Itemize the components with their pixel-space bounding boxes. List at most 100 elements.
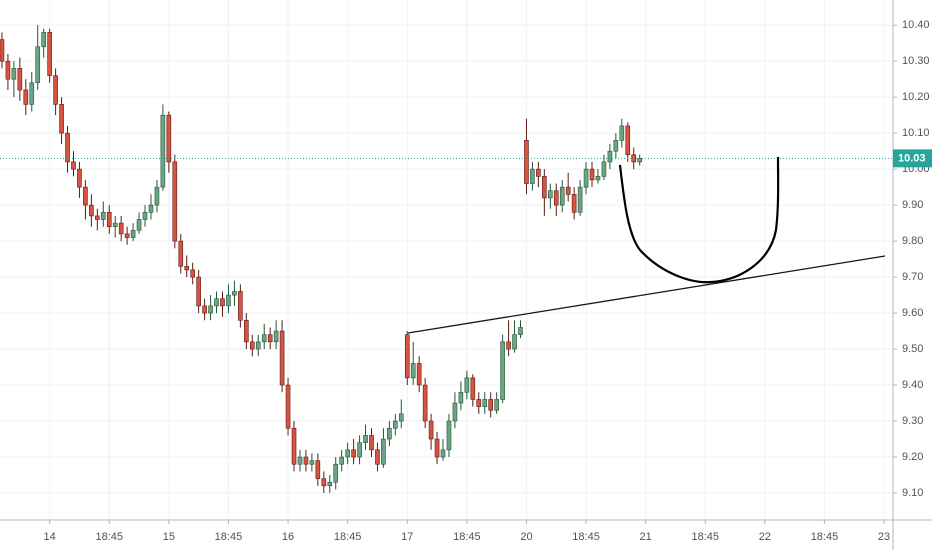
- candle-body: [226, 294, 231, 307]
- candle-body: [232, 291, 237, 296]
- candle-body: [202, 305, 207, 314]
- candle-body: [106, 212, 112, 228]
- candle-body: [315, 460, 321, 479]
- candle-body: [536, 168, 541, 177]
- candle-body: [208, 305, 213, 314]
- grid: [0, 0, 893, 520]
- y-tick-label: 9.70: [902, 271, 923, 283]
- candle-body: [339, 456, 344, 465]
- candle-body: [130, 230, 136, 238]
- candle-body: [136, 219, 142, 231]
- candle-body: [565, 186, 571, 195]
- candle-body: [607, 150, 613, 163]
- candle-body: [29, 82, 35, 105]
- y-tick-label: 10.40: [902, 19, 930, 31]
- candle-body: [267, 334, 273, 343]
- candle-body: [285, 384, 291, 429]
- candle-body: [458, 391, 464, 404]
- candle-body: [434, 438, 440, 458]
- candle-body: [303, 456, 309, 465]
- x-tick-label: 15: [163, 531, 175, 543]
- y-tick-label: 10.10: [902, 127, 930, 139]
- candle-body: [178, 240, 184, 267]
- y-tick-label: 10.20: [902, 91, 930, 103]
- candle-body: [464, 377, 470, 393]
- candle-body: [100, 212, 106, 220]
- candle-body: [410, 363, 416, 379]
- candles: [0, 25, 893, 494]
- candle-body: [583, 168, 589, 188]
- candle-body: [363, 435, 368, 443]
- candle-body: [387, 427, 392, 440]
- candle-body: [112, 222, 118, 228]
- y-tick-label: 9.10: [902, 487, 923, 499]
- candle-body: [589, 168, 595, 181]
- candle-body: [446, 420, 452, 451]
- candle-body: [601, 161, 607, 177]
- candle-body: [142, 212, 148, 220]
- x-tick-label: 22: [759, 531, 771, 543]
- candle-body: [83, 186, 88, 206]
- candle-body: [321, 478, 327, 487]
- candle-body: [398, 413, 404, 422]
- candle-body: [11, 68, 17, 80]
- candle-body: [238, 291, 243, 321]
- candle-body: [482, 399, 488, 407]
- candle-body: [494, 399, 499, 411]
- candle-body: [476, 399, 482, 407]
- candle-body: [422, 384, 428, 422]
- y-tick-label: 9.30: [902, 415, 923, 427]
- candle-body: [637, 158, 642, 163]
- candle-body: [333, 463, 339, 483]
- x-tick-label: 23: [878, 531, 890, 543]
- cup-drawing: [618, 156, 780, 284]
- y-tick-label: 10.30: [902, 55, 930, 67]
- candle-body: [404, 334, 410, 379]
- candle-body: [530, 168, 535, 184]
- candle-body: [577, 186, 583, 213]
- candle-body: [291, 427, 297, 465]
- x-tick-label: 14: [44, 531, 56, 543]
- candle-body: [351, 449, 356, 458]
- candle-body: [190, 269, 195, 278]
- x-tick-label: 21: [640, 531, 652, 543]
- candle-body: [488, 399, 493, 411]
- candle-body: [613, 140, 619, 152]
- candle-body: [160, 114, 166, 188]
- axes: 9.10 9.20 9.30 9.40 9.50 9.60 9.70 9.80 9.90 10.0…: [44, 19, 932, 543]
- x-tick-label: 18:45: [215, 531, 243, 543]
- x-tick-label: 17: [401, 531, 413, 543]
- candle-body: [214, 298, 219, 307]
- candle-body: [273, 330, 279, 343]
- candle-body: [118, 222, 124, 235]
- x-tick-label: 20: [520, 531, 532, 543]
- candle-body: [470, 377, 476, 400]
- candle-body: [327, 481, 333, 487]
- y-tick-label: 9.80: [902, 235, 923, 247]
- candle-body: [500, 341, 505, 400]
- candle-body: [17, 68, 23, 91]
- last-price-label: 10.03: [898, 153, 926, 165]
- candle-body: [35, 46, 41, 84]
- candle-body: [416, 363, 422, 386]
- x-tick-label: 18:45: [811, 531, 839, 543]
- candle-body: [309, 460, 315, 465]
- candle-body: [220, 298, 225, 307]
- candle-body: [41, 32, 46, 48]
- candle-body: [0, 39, 5, 62]
- candle-body: [154, 186, 160, 206]
- candle-body: [95, 215, 100, 220]
- candle-body: [524, 140, 529, 184]
- candle-body: [255, 341, 261, 350]
- y-tick-label: 9.50: [902, 343, 923, 355]
- candle-body: [297, 456, 303, 465]
- candle-body: [124, 233, 130, 238]
- candle-body: [428, 420, 434, 440]
- x-tick-label: 16: [282, 531, 294, 543]
- candle-body: [249, 341, 255, 350]
- x-tick-label: 18:45: [572, 531, 600, 543]
- last-price-box: [893, 149, 932, 168]
- candle-body: [65, 132, 70, 163]
- candle-body: [625, 125, 631, 156]
